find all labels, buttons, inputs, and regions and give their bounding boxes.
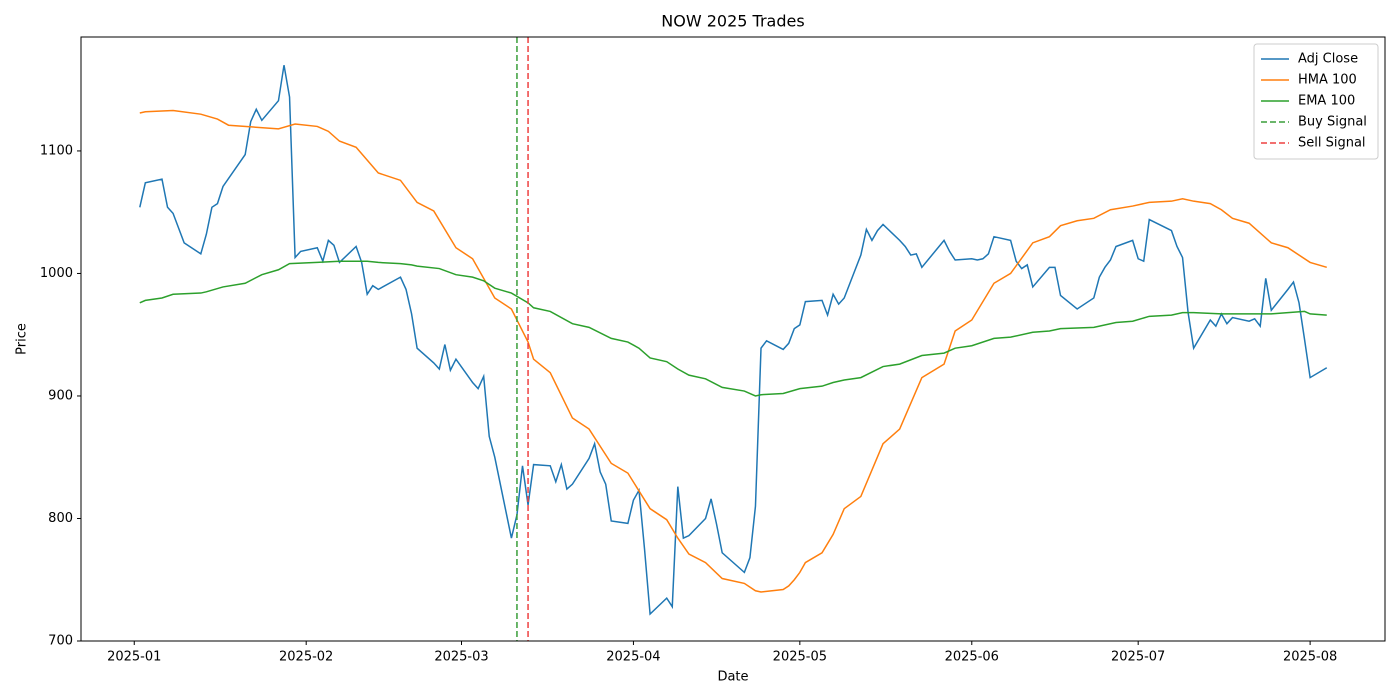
x-axis-label: Date: [717, 670, 748, 685]
series-line: [139, 109, 1327, 593]
chart-title: NOW 2025 Trades: [661, 12, 804, 31]
y-tick-label: 1000: [40, 266, 73, 281]
x-tick-label: 2025-08: [1283, 650, 1337, 665]
x-tick-label: 2025-06: [945, 650, 999, 665]
series-line: [139, 260, 1327, 397]
series-line: [139, 65, 1328, 616]
legend-label: Buy Signal: [1298, 115, 1367, 130]
y-tick-label: 800: [48, 511, 73, 526]
legend-label: Sell Signal: [1298, 136, 1366, 151]
legend-label: EMA 100: [1298, 94, 1355, 109]
x-tick-label: 2025-05: [773, 650, 827, 665]
legend-box: [1253, 43, 1379, 160]
x-tick-label: 2025-01: [107, 650, 161, 665]
x-tick-label: 2025-04: [606, 650, 660, 665]
axes-frame: [80, 36, 1386, 642]
y-axis-label: Price: [15, 323, 30, 355]
y-tick-label: 700: [48, 634, 73, 649]
y-tick-label: 900: [48, 388, 73, 403]
legend-label: HMA 100: [1298, 73, 1357, 88]
y-tick-label: 1100: [40, 143, 73, 158]
x-tick-label: 2025-03: [434, 650, 488, 665]
legend-label: Adj Close: [1298, 52, 1358, 67]
x-tick-label: 2025-07: [1111, 650, 1165, 665]
x-tick-label: 2025-02: [279, 650, 333, 665]
